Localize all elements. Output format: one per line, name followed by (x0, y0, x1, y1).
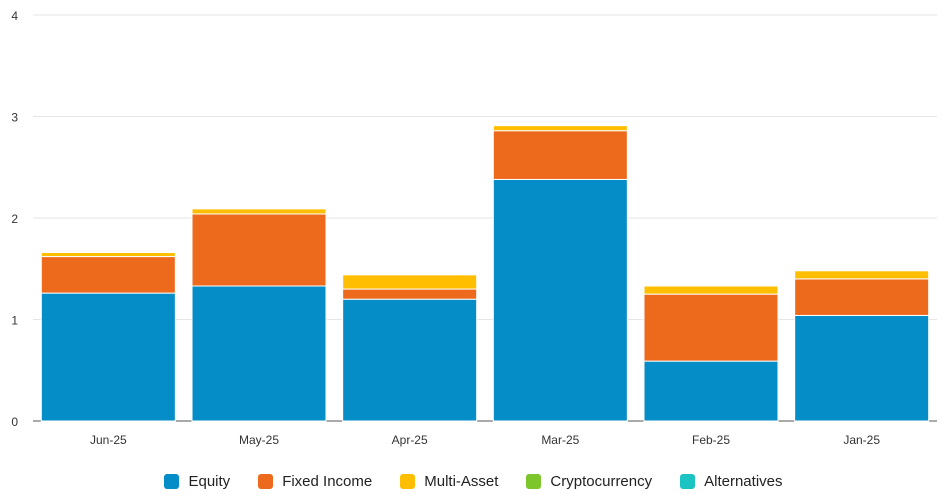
bar-segment-equity[interactable] (643, 360, 779, 422)
bar-segment-equity[interactable] (191, 285, 327, 422)
legend-label: Alternatives (704, 472, 783, 490)
y-tick-label: 3 (11, 111, 18, 125)
bars (40, 125, 930, 422)
bar-segment-equity[interactable] (794, 314, 930, 422)
legend-label: Fixed Income (282, 472, 373, 490)
bar-segment-equity[interactable] (342, 298, 478, 422)
x-axis-ticks: Jun-25 May-25 Apr-25 Mar-25 Feb-25 Jan-25 (90, 433, 880, 447)
legend-label: Cryptocurrency (550, 472, 653, 490)
bar-segment-fixed-income[interactable] (492, 130, 628, 180)
bar-segment-multi-asset[interactable] (40, 252, 176, 258)
legend: Equity Fixed Income Multi-Asset Cryptocurre… (0, 468, 947, 494)
y-tick-label: 2 (11, 212, 18, 226)
bar-segment-multi-asset[interactable] (643, 285, 779, 295)
x-tick-label: May-25 (239, 433, 279, 447)
bar-segment-fixed-income[interactable] (191, 213, 327, 287)
grid-lines (33, 14, 937, 422)
bar-segment-multi-asset[interactable] (191, 208, 327, 215)
legend-swatch (680, 473, 696, 489)
legend-item-alternatives[interactable]: Alternatives (680, 472, 783, 490)
legend-swatch (164, 473, 180, 489)
legend-swatch (526, 473, 542, 489)
x-tick-label: Jun-25 (90, 433, 127, 447)
bar-segment-equity[interactable] (492, 178, 628, 422)
y-tick-label: 4 (11, 9, 18, 23)
stacked-bar-chart: 0 1 2 3 4 Jun-25 May-25 Apr-25 Mar-25 Feb-25 Jan-… (11, 9, 937, 447)
legend-item-cryptocurrency[interactable]: Cryptocurrency (526, 473, 652, 490)
legend-item-multi-asset[interactable]: Multi-Asset (400, 473, 498, 490)
y-axis-ticks: 0 1 2 3 4 (11, 9, 18, 429)
y-tick-label: 0 (11, 415, 18, 429)
bar-segment-multi-asset[interactable] (342, 274, 478, 290)
legend-item-equity[interactable]: Equity (164, 473, 230, 490)
x-tick-label: Mar-25 (541, 433, 579, 447)
x-tick-label: Apr-25 (392, 433, 428, 447)
x-tick-label: Feb-25 (692, 433, 730, 447)
x-tick-label: Jan-25 (843, 433, 880, 447)
bar-segment-equity[interactable] (40, 292, 176, 422)
legend-label: Equity (188, 472, 231, 490)
bar-segment-fixed-income[interactable] (794, 278, 930, 316)
legend-swatch (400, 473, 416, 489)
legend-item-fixed-income[interactable]: Fixed Income (258, 473, 372, 490)
legend-label: Multi-Asset (424, 472, 499, 490)
y-tick-label: 1 (11, 314, 18, 328)
bar-segment-multi-asset[interactable] (492, 125, 628, 132)
bar-segment-multi-asset[interactable] (794, 270, 930, 280)
legend-swatch (258, 473, 274, 489)
bar-segment-fixed-income[interactable] (643, 293, 779, 362)
bar-segment-fixed-income[interactable] (40, 256, 176, 294)
bar-segment-fixed-income[interactable] (342, 288, 478, 300)
